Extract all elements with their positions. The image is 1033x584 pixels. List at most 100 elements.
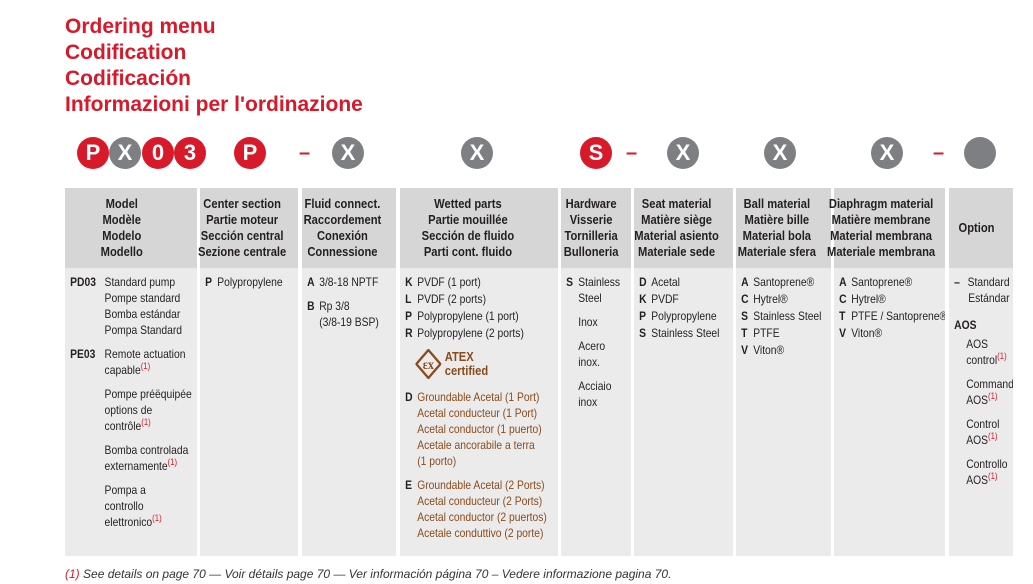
item-lines: Polypropylene (1 port) — [417, 308, 519, 324]
item-code — [70, 442, 104, 474]
item-lines: Groundable Acetal (1 Port) Acetal conduct… — [417, 389, 541, 469]
header-text: Center section Partie moteur Sección centr… — [198, 196, 286, 260]
item-code — [566, 378, 578, 410]
item-line: AOS — [966, 336, 1006, 352]
item-code: A — [307, 275, 315, 289]
header-text: Fluid connect. Raccordement Conexión Connes… — [302, 196, 383, 260]
header-text: Hardware Visserie Tornilleria Bulloneria — [561, 196, 621, 260]
header-line: Fluid connect. — [304, 196, 381, 211]
header-line: Center section — [202, 196, 281, 211]
item: T PTFE — [741, 325, 827, 341]
item-line: Controllo — [966, 456, 1007, 472]
atex-icon: εx — [415, 349, 442, 379]
item: V Viton® — [741, 342, 827, 358]
code-circle: P — [234, 137, 266, 169]
item-line: Acetale conduttivo (2 porte) — [417, 525, 547, 541]
header-line: Material membrana — [829, 228, 932, 243]
header-text: Diaphragm material Matière membrane Materi… — [827, 196, 935, 260]
header-line: Matière bille — [744, 212, 810, 227]
item-text: elettronico — [104, 515, 153, 529]
column-body: PD03 Standard pump Pompe standard Bomba est… — [65, 268, 197, 556]
header-line: Parti cont. fluido — [423, 244, 513, 259]
svg-text:εx: εx — [423, 356, 435, 372]
note-mark: (1) — [140, 361, 151, 371]
item-lines: Acetal — [651, 274, 680, 290]
column-header: Seat material Matière siège Material asien… — [634, 188, 733, 268]
item-lines: Controllo AOS(1) — [966, 456, 1007, 488]
item-text: Standard pump — [104, 275, 176, 289]
item-line: elettronico(1) — [105, 514, 162, 530]
item-text: Controllo — [966, 457, 1008, 471]
item-text: Acero — [578, 339, 606, 353]
item-line: Stainless — [578, 274, 620, 290]
item-code: D — [639, 275, 647, 289]
item-line: AOS(1) — [966, 472, 1007, 488]
code-circle: P — [77, 137, 109, 169]
item-text: Acetale conduttivo (2 porte) — [417, 526, 544, 540]
item-line: options de — [105, 402, 192, 418]
item-text: Santoprene® — [753, 275, 815, 289]
header-line: Sección central — [200, 228, 284, 243]
item: PE03 Remote actuation capable(1) — [70, 346, 193, 378]
item-line: PVDF (2 ports) — [417, 291, 486, 307]
atex-line: certified — [444, 363, 489, 378]
item-text: Viton® — [851, 326, 883, 340]
item: D Groundable Acetal (1 Port) Acetal conduc… — [405, 389, 554, 469]
item-line: Stainless Steel — [753, 308, 821, 324]
item-code: D — [405, 390, 413, 404]
header-line: Matière membrane — [831, 212, 931, 227]
item-code: B — [307, 299, 315, 313]
note-mark: (1) — [152, 513, 162, 523]
header-line: Modèle — [102, 212, 142, 227]
item: Pompa a controllo elettronico(1) — [70, 482, 193, 530]
item-line: controllo — [105, 498, 162, 514]
item-lines: Groundable Acetal (2 Ports) Acetal conduc… — [417, 477, 547, 541]
note-mark: (1) — [141, 417, 151, 427]
item-code — [954, 456, 966, 488]
item-line: Rp 3/8 — [319, 298, 379, 314]
footnote-text: See details on page 70 — Voir détails pa… — [83, 567, 672, 581]
item-text: controllo — [104, 499, 144, 513]
header-line: Modello — [100, 244, 143, 259]
item-line: Inox — [578, 314, 598, 330]
header-line: Visserie — [569, 212, 613, 227]
item-text: Groundable Acetal (1 Port) — [417, 390, 540, 404]
note-mark: (1) — [997, 351, 1007, 361]
item-line: 3/8-18 NPTF — [319, 274, 378, 290]
item-line: Viton® — [851, 325, 882, 341]
item-lines: CommandeAOS(1) — [966, 376, 1013, 408]
item-code: A — [839, 275, 847, 289]
item-text: externamente — [104, 459, 168, 473]
item-code: R — [405, 326, 413, 340]
item-code: K — [639, 292, 647, 306]
item-text: AOS — [966, 393, 988, 407]
item: A Santoprene® — [839, 274, 941, 290]
body-text: P Polypropylene — [200, 268, 298, 290]
item: – Standard Estándar — [954, 274, 1009, 306]
header-line: Partie mouillée — [428, 212, 508, 227]
item-code: S — [639, 326, 647, 340]
item-lines: AOS control(1) — [966, 336, 1006, 368]
item-line: Polypropylene (2 ports) — [417, 325, 524, 341]
item-line: PTFE — [753, 325, 779, 341]
header-line: Matière siège — [641, 212, 712, 227]
item-code — [566, 314, 578, 330]
header-line: Sección de fluido — [421, 228, 515, 243]
code-dash: – — [299, 142, 311, 164]
header-line: Bulloneria — [563, 244, 619, 259]
header-text: Option — [949, 220, 1004, 236]
item: T PTFE / Santoprene® — [839, 308, 945, 324]
item: K PVDF (1 port) — [405, 274, 554, 290]
item-code — [954, 336, 966, 368]
body-text: A Santoprene® C Hytrel® T PTFE / Santoprene® V… — [834, 268, 945, 341]
note-mark: (1) — [987, 471, 998, 481]
column-body: D Acetal K PVDF P Polypropylene S Stainless Ste… — [634, 268, 733, 556]
item-lines: Polypropylene (2 ports) — [417, 325, 524, 341]
item-line: Pompa Standard — [105, 322, 182, 338]
column-body: A 3/8-18 NPTF B Rp 3/8 (3/8-19 BSP) — [302, 268, 396, 556]
column-header: Hardware Visserie Tornilleria Bulloneria — [561, 188, 631, 268]
item-text: AOS — [966, 433, 988, 447]
code-circle: X — [461, 137, 493, 169]
body-text: K PVDF (1 port) L PVDF (2 ports) P Polypropyl… — [400, 268, 558, 541]
column-body: K PVDF (1 port) L PVDF (2 ports) P Polypropyl… — [400, 268, 558, 556]
